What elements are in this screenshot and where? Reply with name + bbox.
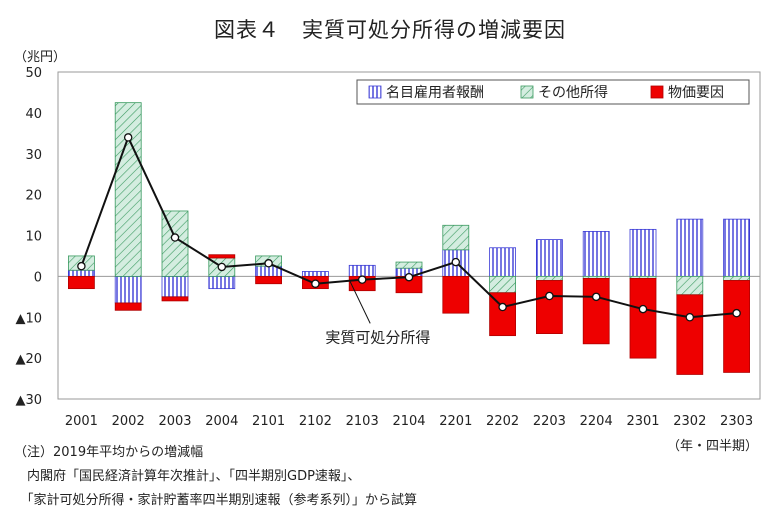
line-point (264, 259, 273, 268)
x-tick-label: 2001 (65, 414, 98, 429)
legend-label: その他所得 (538, 84, 608, 101)
line-point (123, 133, 133, 142)
bar-price-factor (676, 294, 704, 375)
note-line-1: （注）2019年平均からの増減幅 (14, 445, 204, 460)
bar-price-factor (68, 275, 95, 290)
x-tick-label: 2201 (439, 414, 472, 429)
x-tick-label: 2202 (486, 414, 519, 429)
bar-other-income (395, 261, 423, 269)
line-point (591, 292, 601, 302)
bar-other-income (161, 210, 189, 277)
axes: 50 40 30 20 10 0 ▲10 ▲20 ▲30 2001 2002 2003 2004 2101… (15, 66, 761, 429)
y-tick-label: 40 (25, 107, 42, 122)
bar-price-factor (161, 296, 189, 302)
bar-price-factor (208, 254, 236, 259)
x-tick-label: 2301 (626, 414, 659, 429)
bars (68, 102, 750, 375)
legend-label: 名目雇用者報酬 (386, 84, 484, 101)
line-point (77, 261, 86, 271)
bar-wages (68, 269, 95, 277)
y-tick-label: ▲20 (15, 352, 42, 367)
line-point (638, 304, 648, 314)
bar-price-factor (114, 302, 142, 311)
x-tick-label: 2103 (346, 414, 379, 429)
bar-wages (301, 271, 329, 277)
y-tick-label: 30 (25, 148, 42, 163)
bar-price-factor (442, 275, 470, 314)
bar-wages (723, 218, 750, 277)
line-point (685, 312, 695, 322)
x-tick-label: 2003 (158, 414, 191, 429)
legend: 名目雇用者報酬 その他所得 物価要因 (356, 79, 750, 105)
bar-price-factor (629, 278, 657, 359)
bar-other-income (723, 275, 750, 281)
chart-title: 図表４ 実質可処分所得の増減要因 (214, 18, 566, 42)
x-tick-label: 2002 (112, 414, 145, 429)
bar-wages (161, 275, 189, 298)
y-tick-label: 10 (25, 230, 42, 245)
y-tick-label: 20 (25, 189, 42, 204)
bar-other-income (676, 275, 704, 296)
x-axis-period-label: （年・四半期） (666, 439, 758, 454)
line-point (732, 308, 741, 318)
annotation: 実質可処分所得 (325, 281, 430, 347)
legend-swatch (520, 85, 534, 99)
annotation-label: 実質可処分所得 (325, 329, 430, 347)
real-income-line (77, 133, 741, 322)
bar-wages (208, 275, 236, 290)
bar-other-income (536, 275, 563, 281)
y-tick-label: 50 (25, 66, 42, 81)
y-tick-label: 0 (34, 270, 42, 285)
bar-wages (489, 247, 517, 277)
bar-price-factor (582, 278, 610, 345)
plot-frame (57, 71, 761, 400)
legend-label: 物価要因 (668, 85, 724, 101)
line-point (404, 272, 414, 282)
x-tick-label: 2204 (580, 414, 613, 429)
x-tick-label: 2102 (299, 414, 332, 429)
note-line-3: 「家計可処分所得・家計貯蓄率四半期別速報（参考系列）」から試算 (14, 493, 418, 508)
bar-other-income (489, 275, 517, 294)
note-line-2: 内閣府「国民経済計算年次推計」、「四半期別GDP速報」、 (14, 469, 361, 484)
line-point (545, 291, 554, 301)
bar-price-factor (723, 280, 750, 373)
bar-wages (114, 275, 142, 304)
line-point (357, 275, 367, 284)
x-tick-label: 2104 (392, 414, 425, 429)
legend-swatch (650, 85, 664, 99)
x-tick-label: 2303 (720, 414, 753, 429)
line-point (170, 233, 180, 242)
legend-swatch (368, 85, 382, 99)
bar-other-income (114, 102, 142, 277)
line-point (451, 257, 461, 267)
y-tick-label: ▲10 (15, 311, 42, 326)
line-point (217, 262, 227, 272)
bar-other-income (442, 224, 470, 251)
y-axis-unit: （兆円） (14, 50, 67, 65)
x-tick-label: 2302 (673, 414, 706, 429)
bar-price-factor (536, 280, 563, 334)
y-tick-label: ▲30 (15, 393, 42, 408)
x-tick-label: 2004 (205, 414, 238, 429)
x-tick-label: 2203 (533, 414, 566, 429)
x-tick-label: 2101 (252, 414, 285, 429)
bar-price-factor (255, 275, 283, 285)
bar-wages (629, 228, 657, 277)
legend-box (356, 79, 750, 105)
annotation-leader (349, 281, 371, 324)
bar-wages (676, 218, 704, 277)
bar-wages (582, 231, 610, 277)
bar-wages (348, 264, 376, 277)
line-point (311, 279, 320, 288)
bar-wages (536, 239, 563, 277)
line-point (498, 302, 507, 312)
